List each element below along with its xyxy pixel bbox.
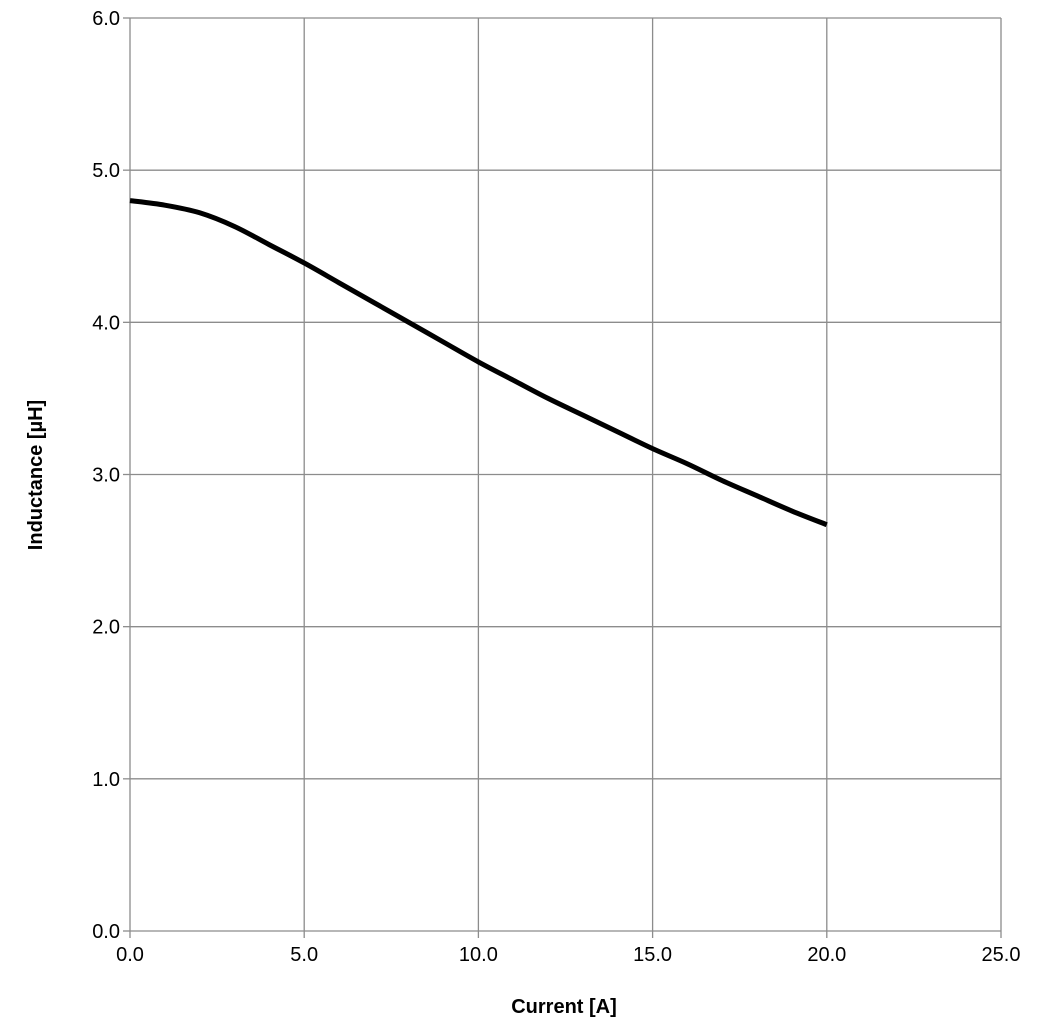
x-tick-label-1: 5.0 <box>290 944 318 966</box>
series-group <box>129 198 828 528</box>
y-tick-label-4: 4.0 <box>92 312 120 334</box>
x-tick-labels: 0.0 5.0 10.0 15.0 20.0 25.0 <box>116 944 1020 966</box>
x-tick-label-3: 15.0 <box>633 944 672 966</box>
y-tick-label-5: 5.0 <box>92 160 120 182</box>
axes <box>123 17 1002 938</box>
y-tick-label-6: 6.0 <box>92 8 120 30</box>
x-axis-label: Current [A] <box>511 996 617 1018</box>
x-tick-label-0: 0.0 <box>116 944 144 966</box>
y-tick-labels: 0.0 1.0 2.0 3.0 4.0 5.0 6.0 <box>92 8 120 943</box>
series-line-0 <box>129 198 828 528</box>
x-tick-label-5: 25.0 <box>982 944 1021 966</box>
horizontal-gridlines <box>130 17 1001 780</box>
y-tick-label-0: 0.0 <box>92 921 120 943</box>
y-tick-label-3: 3.0 <box>92 465 120 487</box>
y-tick-label-1: 1.0 <box>92 769 120 791</box>
x-tick-label-4: 20.0 <box>807 944 846 966</box>
x-tick-label-2: 10.0 <box>459 944 498 966</box>
y-axis-label: Inductance [µH] <box>25 400 47 550</box>
y-tick-label-2: 2.0 <box>92 617 120 639</box>
